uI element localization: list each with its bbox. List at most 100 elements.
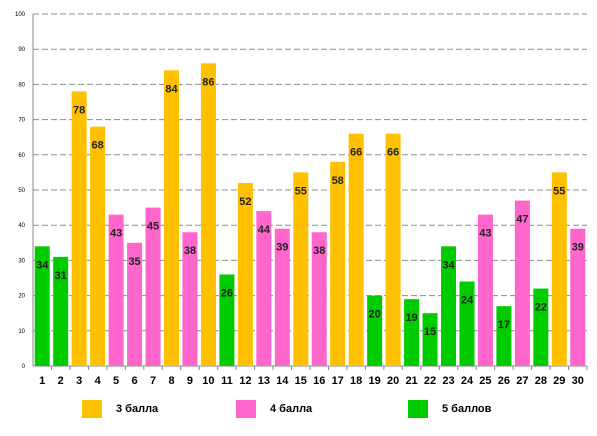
y-tick-label: 60 <box>18 153 25 159</box>
bar <box>200 63 216 366</box>
y-tick-label: 100 <box>15 12 26 18</box>
bar <box>551 172 567 366</box>
data-label: 66 <box>350 147 362 159</box>
data-label: 47 <box>516 214 528 226</box>
bar <box>164 70 179 366</box>
data-label: 39 <box>572 242 584 254</box>
legend-swatch-5-points <box>408 400 428 418</box>
y-tick-label: 90 <box>18 47 25 53</box>
x-tick-label: 30 <box>572 375 584 387</box>
bar <box>311 232 327 366</box>
bar <box>127 242 143 366</box>
bar <box>422 313 438 366</box>
legend-item-4-points: 4 балла <box>236 399 312 419</box>
data-label: 24 <box>461 295 474 307</box>
x-tick-label: 2 <box>58 375 64 387</box>
bar <box>514 200 530 366</box>
data-label: 34 <box>36 259 49 271</box>
data-label: 15 <box>424 326 436 338</box>
data-label: 31 <box>55 270 67 282</box>
x-tick-label: 18 <box>350 375 362 387</box>
bar <box>570 228 586 366</box>
data-label: 68 <box>92 140 104 152</box>
x-tick-label: 12 <box>239 375 251 387</box>
data-label: 17 <box>498 319 510 331</box>
x-tick-label: 6 <box>132 375 138 387</box>
bar <box>71 91 87 366</box>
bar <box>108 214 124 366</box>
data-label: 43 <box>110 228 122 240</box>
x-tick-label: 4 <box>95 375 102 387</box>
bar <box>441 246 456 366</box>
data-label: 66 <box>387 147 399 159</box>
x-tick-label: 10 <box>202 375 214 387</box>
data-label: 58 <box>332 175 344 187</box>
x-tick-label: 27 <box>516 375 528 387</box>
legend-item-5-points: 5 баллов <box>408 399 491 419</box>
data-label: 43 <box>479 228 491 240</box>
data-label: 44 <box>258 224 271 236</box>
chart-legend: 3 балла 4 балла 5 баллов <box>0 399 597 419</box>
x-tick-label: 1 <box>39 375 45 387</box>
legend-item-3-points: 3 балла <box>82 399 158 419</box>
legend-label-3-points: 3 балла <box>116 403 159 415</box>
bar <box>219 274 235 366</box>
bar <box>348 133 364 366</box>
y-tick-label: 80 <box>18 82 25 88</box>
y-tick-label: 20 <box>18 294 25 300</box>
y-tick-label: 0 <box>22 364 26 370</box>
x-tick-label: 16 <box>313 375 325 387</box>
bar <box>459 281 475 366</box>
bar <box>256 211 272 366</box>
legend-label-5-points: 5 баллов <box>442 403 492 415</box>
data-label: 34 <box>442 259 455 271</box>
data-label: 35 <box>128 256 140 268</box>
x-tick-label: 3 <box>76 375 82 387</box>
x-tick-label: 24 <box>461 375 474 387</box>
data-label: 55 <box>295 185 307 197</box>
x-tick-label: 8 <box>168 375 174 387</box>
bar <box>90 126 106 366</box>
data-label: 84 <box>165 83 178 95</box>
data-label: 52 <box>239 196 251 208</box>
data-label: 38 <box>184 245 196 257</box>
data-label: 39 <box>276 242 288 254</box>
data-label: 20 <box>369 309 381 321</box>
x-tick-label: 28 <box>535 375 547 387</box>
bar <box>330 161 346 366</box>
x-tick-label: 23 <box>442 375 454 387</box>
data-label: 86 <box>202 76 214 88</box>
y-tick-label: 70 <box>18 118 25 124</box>
bar <box>385 133 401 366</box>
data-label: 26 <box>221 287 233 299</box>
x-tick-label: 26 <box>498 375 510 387</box>
y-tick-label: 40 <box>18 223 25 229</box>
data-label: 45 <box>147 221 159 233</box>
x-tick-label: 7 <box>150 375 156 387</box>
legend-swatch-3-points <box>82 400 102 418</box>
data-label: 55 <box>553 185 565 197</box>
y-tick-label: 10 <box>18 329 25 335</box>
legend-label-4-points: 4 балла <box>270 403 313 415</box>
x-tick-label: 14 <box>276 375 289 387</box>
x-tick-label: 29 <box>553 375 565 387</box>
y-tick-label: 30 <box>18 258 25 264</box>
legend-swatch-4-points <box>236 400 256 418</box>
x-tick-label: 25 <box>479 375 491 387</box>
data-label: 78 <box>73 104 85 116</box>
bar <box>496 306 512 366</box>
x-tick-label: 22 <box>424 375 436 387</box>
bar <box>477 214 493 366</box>
x-tick-label: 9 <box>187 375 193 387</box>
y-tick-label: 50 <box>18 188 25 194</box>
x-tick-label: 19 <box>369 375 381 387</box>
x-tick-label: 5 <box>113 375 119 387</box>
data-label: 22 <box>535 302 547 314</box>
data-label: 38 <box>313 245 325 257</box>
bar <box>34 246 50 366</box>
x-tick-label: 20 <box>387 375 399 387</box>
bar <box>274 228 290 366</box>
bar <box>367 295 383 366</box>
